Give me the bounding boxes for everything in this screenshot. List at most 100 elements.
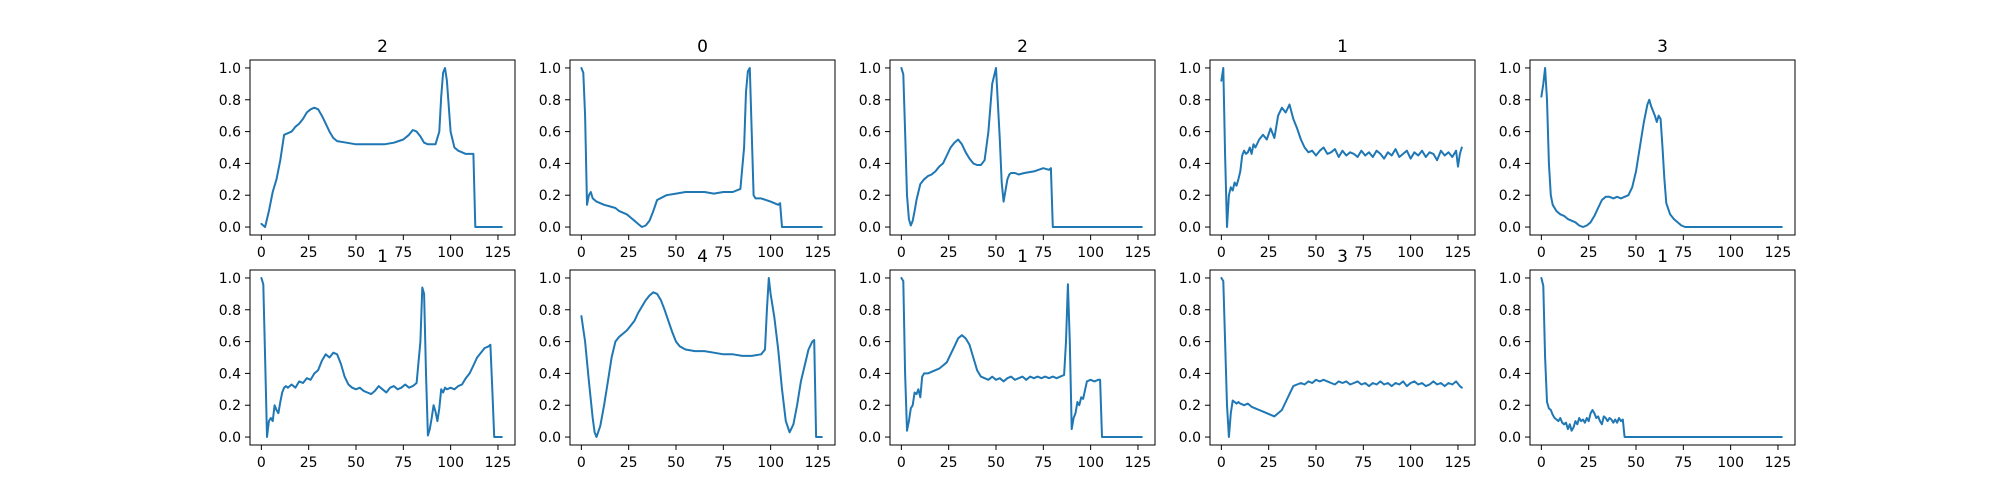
axes-frame [1209, 59, 1476, 236]
y-tick-label: 1.0 [859, 271, 881, 287]
x-tick-label: 125 [805, 455, 832, 471]
x-tick-label: 125 [805, 245, 832, 261]
y-tick-label: 0.6 [859, 335, 881, 351]
y-tick-label: 0.4 [859, 156, 881, 172]
series-line [900, 67, 1143, 228]
y-tick-label: 0.0 [859, 220, 881, 236]
y-tick-label: 1.0 [539, 271, 561, 287]
y-tick-label: 1.0 [1499, 61, 1521, 77]
x-tick-label: 25 [620, 455, 638, 471]
y-tick-label: 0.2 [219, 398, 241, 414]
x-tick-label: 100 [437, 455, 464, 471]
x-tick-label: 100 [757, 245, 784, 261]
x-tick-label: 0 [257, 455, 266, 471]
x-tick-label: 100 [1397, 245, 1424, 261]
series-line [1540, 67, 1783, 228]
subplot-10: 0 25 50 75 100 125 0.0 0.2 0.4 0.6 0.8 1.0 1 [1499, 247, 1796, 471]
x-tick-label: 75 [1354, 455, 1372, 471]
x-tick-label: 75 [714, 245, 732, 261]
y-tick-label: 0.8 [219, 303, 241, 319]
subplot-4: 0 25 50 75 100 125 0.0 0.2 0.4 0.6 0.8 1.0 1 [1179, 37, 1476, 261]
x-tick-label: 50 [987, 455, 1005, 471]
axes-frame [249, 269, 516, 446]
series-line [1540, 277, 1783, 438]
subplot-9: 0 25 50 75 100 125 0.0 0.2 0.4 0.6 0.8 1.0 3 [1179, 247, 1476, 471]
y-tick-label: 0.0 [859, 430, 881, 446]
y-tick-label: 0.2 [539, 188, 561, 204]
subplot-title: 0 [697, 37, 708, 57]
axes-frame [569, 59, 836, 236]
series-line [260, 277, 503, 438]
y-tick-label: 0.8 [1179, 303, 1201, 319]
x-tick-label: 75 [394, 455, 412, 471]
subplot-title: 4 [697, 247, 708, 267]
y-tick-label: 0.2 [1499, 398, 1521, 414]
x-tick-label: 0 [257, 245, 266, 261]
x-tick-label: 25 [1260, 245, 1278, 261]
y-tick-label: 0.6 [539, 125, 561, 141]
subplot-title: 2 [377, 37, 388, 57]
axes-frame [1529, 59, 1796, 236]
y-tick-label: 1.0 [859, 61, 881, 77]
x-tick-label: 75 [1354, 245, 1372, 261]
y-tick-label: 0.6 [1499, 125, 1521, 141]
y-tick-label: 1.0 [1499, 271, 1521, 287]
x-tick-label: 25 [1580, 455, 1598, 471]
subplot-7: 0 25 50 75 100 125 0.0 0.2 0.4 0.6 0.8 1.0 4 [539, 247, 836, 471]
axes-frame [249, 59, 516, 236]
subplot-title: 1 [1337, 37, 1348, 57]
y-tick-label: 0.8 [539, 93, 561, 109]
y-tick-label: 0.4 [1179, 366, 1201, 382]
x-tick-label: 50 [1627, 245, 1645, 261]
series-line [1220, 67, 1463, 228]
series-line [580, 277, 823, 438]
x-tick-label: 125 [1765, 455, 1792, 471]
y-tick-label: 0.6 [1499, 335, 1521, 351]
axes-frame [1529, 269, 1796, 446]
x-tick-label: 0 [577, 245, 586, 261]
x-tick-label: 50 [667, 455, 685, 471]
x-tick-label: 50 [987, 245, 1005, 261]
x-tick-label: 50 [1307, 245, 1325, 261]
subplot-2: 0 25 50 75 100 125 0.0 0.2 0.4 0.6 0.8 1.0 0 [539, 37, 836, 261]
y-tick-label: 0.6 [1179, 335, 1201, 351]
x-tick-label: 50 [347, 455, 365, 471]
x-tick-label: 50 [347, 245, 365, 261]
subplot-8: 0 25 50 75 100 125 0.0 0.2 0.4 0.6 0.8 1.0 1 [859, 247, 1156, 471]
x-tick-label: 125 [485, 455, 512, 471]
y-tick-label: 1.0 [1179, 271, 1201, 287]
y-tick-label: 0.0 [1499, 220, 1521, 236]
subplot-3: 0 25 50 75 100 125 0.0 0.2 0.4 0.6 0.8 1.0 2 [859, 37, 1156, 261]
x-tick-label: 100 [1077, 455, 1104, 471]
y-tick-label: 0.0 [1179, 430, 1201, 446]
y-tick-label: 1.0 [219, 61, 241, 77]
x-tick-label: 50 [1307, 455, 1325, 471]
y-tick-label: 0.4 [539, 156, 561, 172]
x-tick-label: 25 [1260, 455, 1278, 471]
series-line [1220, 277, 1463, 438]
y-tick-label: 0.8 [859, 303, 881, 319]
y-tick-label: 0.6 [219, 125, 241, 141]
x-tick-label: 100 [1717, 245, 1744, 261]
y-tick-label: 0.8 [859, 93, 881, 109]
subplot-title: 3 [1657, 37, 1668, 57]
y-tick-label: 0.0 [219, 220, 241, 236]
x-tick-label: 25 [940, 245, 958, 261]
y-tick-label: 0.4 [1499, 366, 1521, 382]
y-tick-label: 1.0 [219, 271, 241, 287]
axes-frame [889, 269, 1156, 446]
y-tick-label: 0.6 [539, 335, 561, 351]
y-tick-label: 0.8 [219, 93, 241, 109]
y-tick-label: 0.6 [219, 335, 241, 351]
x-tick-label: 125 [1445, 455, 1472, 471]
x-tick-label: 75 [1674, 245, 1692, 261]
subplot-6: 0 25 50 75 100 125 0.0 0.2 0.4 0.6 0.8 1.0 1 [219, 247, 516, 471]
x-tick-label: 25 [300, 455, 318, 471]
subplot-title: 2 [1017, 37, 1028, 57]
y-tick-label: 0.4 [219, 156, 241, 172]
x-tick-label: 25 [300, 245, 318, 261]
x-tick-label: 75 [1034, 245, 1052, 261]
y-tick-label: 0.8 [1179, 93, 1201, 109]
x-tick-label: 0 [897, 245, 906, 261]
